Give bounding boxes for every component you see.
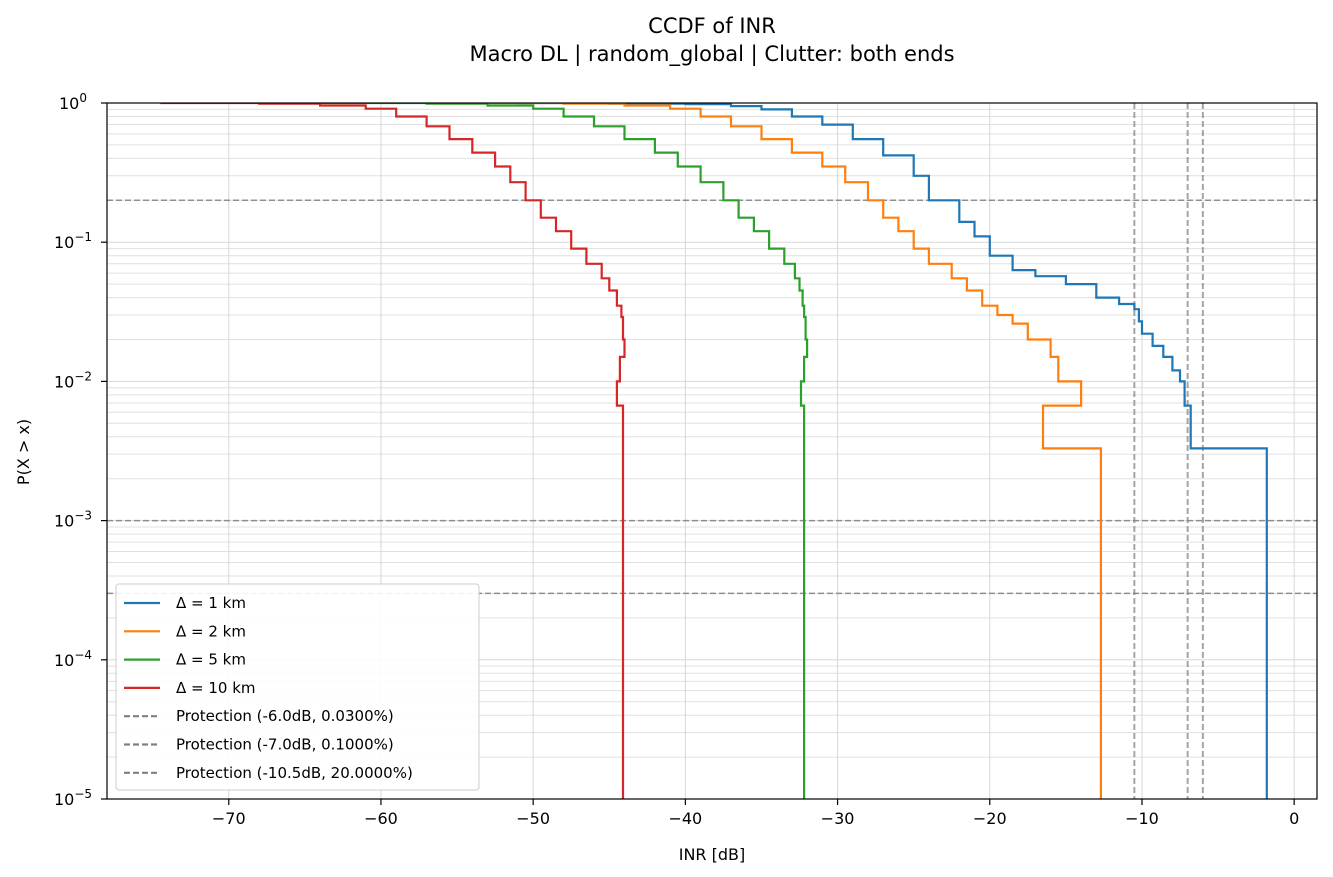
x-tick-label: −70	[212, 809, 246, 828]
legend-series-label: Δ = 10 km	[176, 679, 256, 697]
y-tick-exponent: −3	[74, 509, 92, 523]
y-tick-label: 10−2	[54, 369, 92, 391]
series-line	[320, 103, 809, 799]
series-group	[107, 103, 1317, 799]
legend-frame	[115, 583, 480, 791]
legend-protection-label: Protection (-10.5dB, 20.0000%)	[176, 764, 413, 782]
series-line	[517, 103, 1268, 799]
legend-series-label: Δ = 2 km	[176, 622, 246, 640]
x-tick-label: −50	[516, 809, 550, 828]
chart-title: CCDF of INR	[648, 14, 776, 38]
y-tick-label: 10−4	[54, 648, 92, 670]
x-tick-label: −30	[821, 809, 855, 828]
chart-subtitle: Macro DL | random_global | Clutter: both…	[469, 42, 954, 67]
y-axis-label: P(X > x)	[14, 419, 33, 485]
y-tick-label: 10−5	[54, 787, 92, 809]
legend-series-label: Δ = 5 km	[176, 651, 246, 669]
legend-protection-label: Protection (-7.0dB, 0.1000%)	[176, 736, 394, 754]
x-tick-label: −20	[973, 809, 1007, 828]
y-tick-label: 10−3	[54, 509, 92, 531]
x-tick-label: −60	[364, 809, 398, 828]
y-tick-exponent: −1	[74, 230, 92, 244]
y-tick-exponent: 0	[79, 91, 87, 105]
legend-series-label: Δ = 1 km	[176, 594, 246, 612]
x-tick-label: 0	[1289, 809, 1299, 828]
y-tick-exponent: −2	[74, 369, 92, 383]
x-tick-label: −40	[668, 809, 702, 828]
x-tick-label: −10	[1125, 809, 1159, 828]
series-line	[457, 103, 1102, 799]
legend-protection-label: Protection (-6.0dB, 0.0300%)	[176, 707, 394, 725]
y-tick-label: 100	[59, 91, 87, 113]
y-tick-label: 10−1	[54, 230, 92, 252]
y-tick-exponent: −4	[74, 648, 92, 662]
series-line	[160, 103, 626, 799]
legend: Δ = 1 km Δ = 2 km Δ = 5 km Δ = 10 km Protect…	[115, 583, 480, 791]
x-axis-label: INR [dB]	[679, 845, 746, 864]
plot-frame	[106, 102, 1318, 800]
y-tick-exponent: −5	[74, 787, 92, 801]
